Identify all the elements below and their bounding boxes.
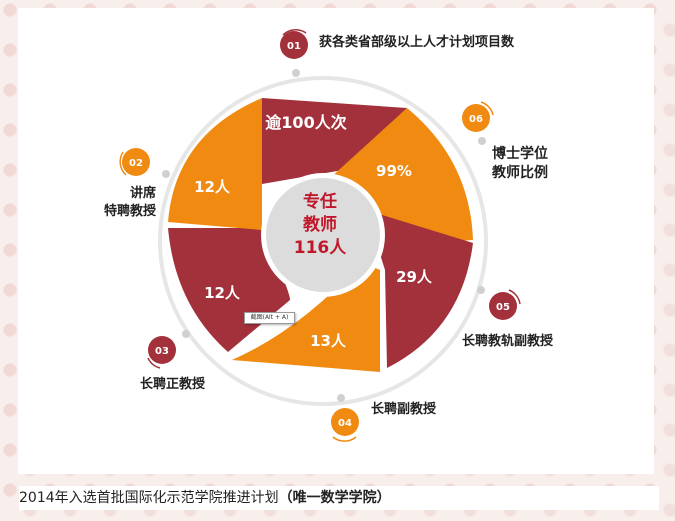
center-line-2: 教师 — [302, 214, 337, 235]
callout-02-label-2: 特聘教授 — [104, 203, 157, 219]
callout-05-number: 05 — [496, 302, 510, 313]
ring-dot-05 — [477, 286, 485, 294]
callout-01-badge — [280, 31, 308, 59]
callout-06: 06 博士学位 教师比例 — [462, 101, 548, 181]
callout-02-badge — [122, 148, 150, 176]
segment-01 — [262, 98, 407, 184]
ring-dot-06 — [478, 137, 486, 145]
callout-06-number: 06 — [469, 114, 483, 125]
segment-05-value: 29人 — [396, 268, 433, 286]
segment-03-value: 12人 — [204, 284, 241, 302]
callout-04: 04 长聘副教授 — [331, 401, 437, 442]
callout-05-badge — [489, 292, 517, 320]
callout-03-number: 03 — [155, 346, 169, 357]
callout-05: 05 长聘教轨副教授 — [462, 289, 554, 349]
ring-dot-04 — [337, 394, 345, 402]
callout-03-label: 长聘正教授 — [140, 376, 206, 392]
segment-06-value: 99% — [376, 162, 412, 180]
callout-06-label-1: 博士学位 — [492, 145, 548, 162]
callout-01: 01 获各类省部级以上人才计划项目数 — [280, 29, 515, 59]
callout-04-number: 04 — [338, 418, 352, 429]
callout-04-label: 长聘副教授 — [371, 401, 437, 417]
callout-01-label: 获各类省部级以上人才计划项目数 — [319, 34, 515, 50]
callout-02-label-1: 讲席 — [130, 185, 156, 201]
segment-02 — [168, 98, 262, 230]
callout-06-label-2: 教师比例 — [492, 164, 548, 181]
callout-02-number: 02 — [129, 158, 143, 169]
callout-04-badge — [331, 408, 359, 436]
ring-dot-01 — [292, 69, 300, 77]
ring-dots — [162, 69, 486, 402]
segment-01-value: 逾100人次 — [265, 113, 346, 132]
callout-01-number: 01 — [287, 41, 301, 52]
segment-02-value: 12人 — [194, 178, 231, 196]
callout-02: 02 讲席 特聘教授 — [104, 148, 157, 219]
caption: 2014年入选首批国际化示范学院推进计划（唯一数学学院） — [19, 486, 659, 510]
callout-06-badge — [462, 104, 490, 132]
caption-bold: （唯一数学学院） — [278, 490, 391, 506]
ring-dot-03 — [182, 330, 190, 338]
callout-03-badge — [148, 336, 176, 364]
ring-dot-02 — [162, 170, 170, 178]
caption-main: 2014年入选首批国际化示范学院推进计划 — [19, 490, 279, 506]
screenshot-tooltip: 截图(Alt + A) — [244, 312, 295, 324]
outer-ring — [158, 76, 488, 406]
callout-03: 03 长聘正教授 — [140, 336, 206, 392]
center-circle — [266, 178, 380, 292]
center-line-3: 116人 — [294, 238, 347, 258]
callout-05-label: 长聘教轨副教授 — [462, 333, 554, 349]
center-line-1: 专任 — [303, 191, 337, 212]
segment-04-value: 13人 — [310, 332, 347, 350]
segment-05 — [366, 210, 473, 368]
